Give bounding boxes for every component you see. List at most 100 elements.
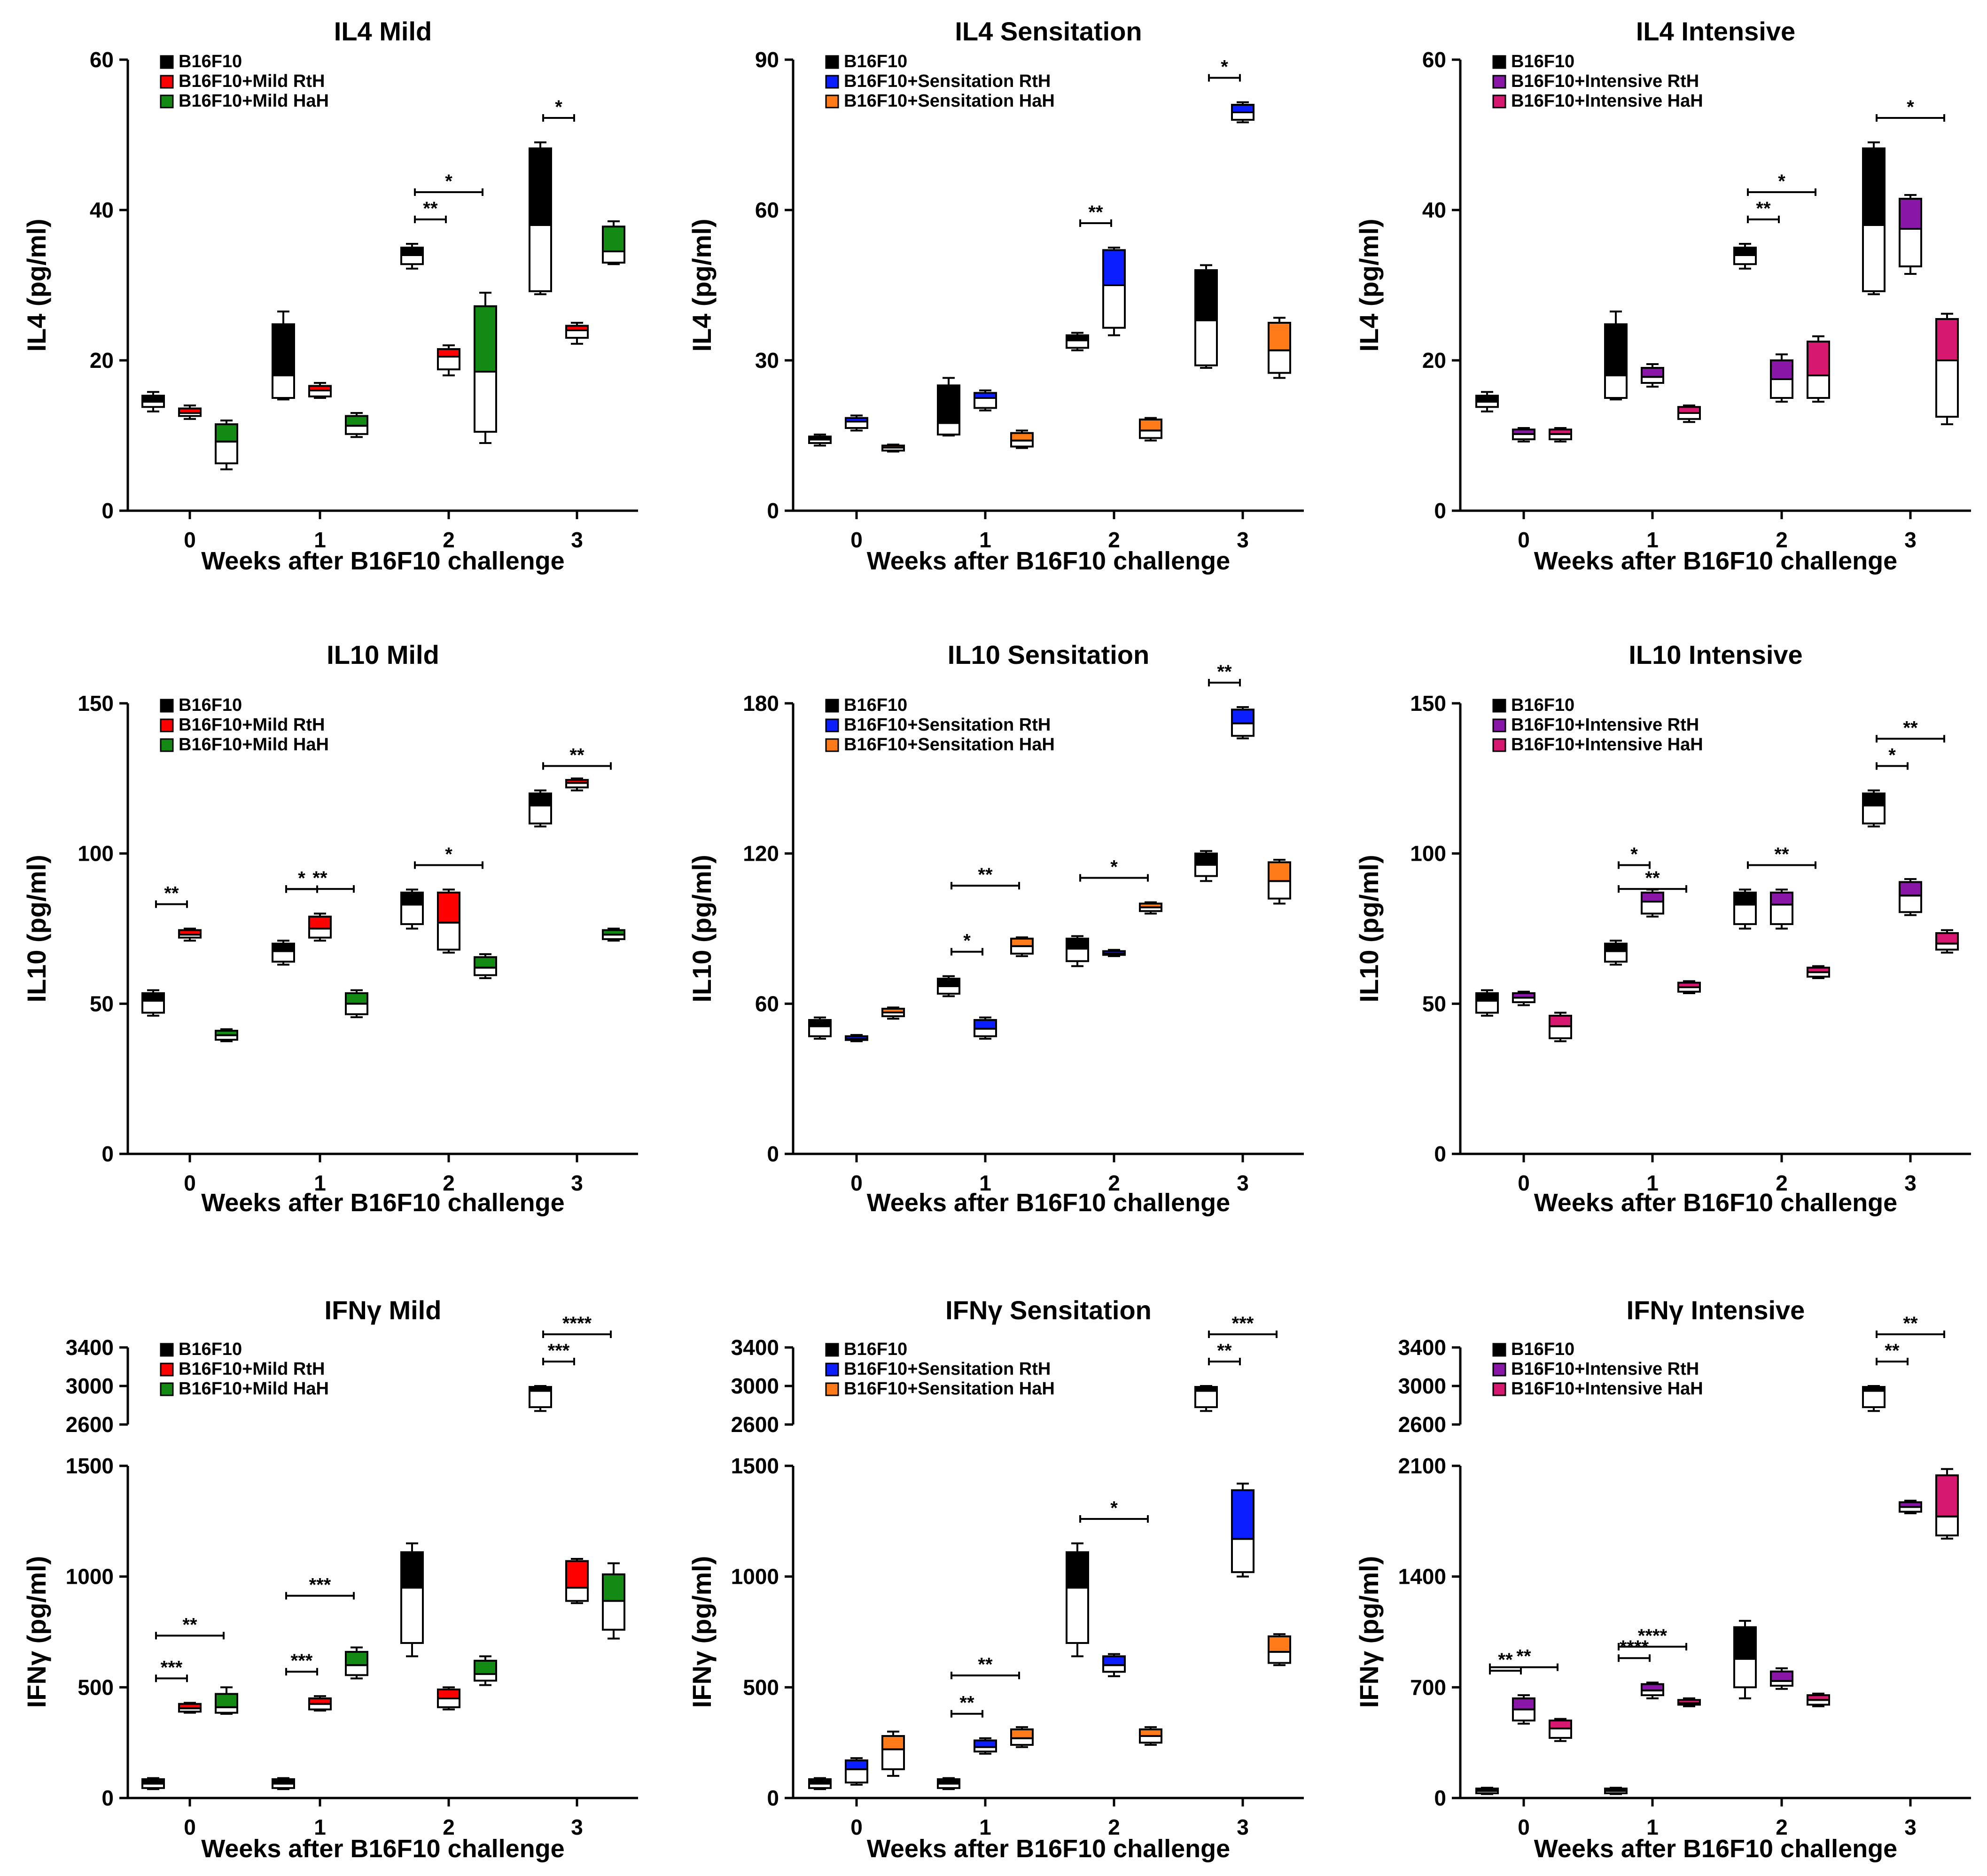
box-upper-half bbox=[308, 1697, 332, 1705]
box-upper-half bbox=[1677, 1699, 1701, 1704]
box-plot bbox=[1102, 247, 1126, 336]
box-upper-half bbox=[1770, 891, 1793, 906]
box-lower-half bbox=[1066, 948, 1089, 962]
legend-swatch bbox=[825, 1343, 839, 1357]
significance-label: * bbox=[1888, 745, 1896, 765]
significance-label: *** bbox=[548, 1340, 570, 1361]
significance-label: * bbox=[1110, 857, 1118, 878]
box-lower-half bbox=[1010, 1737, 1034, 1746]
x-tick-label: 0 bbox=[850, 1171, 863, 1195]
box-upper-half bbox=[1475, 395, 1499, 403]
legend-swatch bbox=[1492, 94, 1506, 109]
box-lower-half bbox=[602, 1600, 625, 1631]
box-upper-half bbox=[1102, 249, 1126, 286]
box-upper-half bbox=[1231, 104, 1255, 113]
significance-label: * bbox=[555, 97, 562, 117]
box-upper-half bbox=[1066, 1551, 1089, 1589]
box-lower-half bbox=[1194, 1390, 1218, 1409]
y-tick-label: 0 bbox=[1434, 1786, 1446, 1810]
y-tick-label: 0 bbox=[767, 1142, 779, 1166]
box-lower-half bbox=[529, 1390, 552, 1409]
box-lower-half bbox=[345, 425, 368, 435]
box-lower-half bbox=[1935, 1515, 1959, 1537]
box-upper-half bbox=[1641, 367, 1664, 378]
legend-label: B16F10+Sensitation RtH bbox=[844, 715, 1051, 735]
box-plot bbox=[1899, 1500, 1922, 1514]
y-tick-label: 1500 bbox=[731, 1454, 779, 1478]
box-plot bbox=[1010, 1726, 1034, 1748]
box-upper-half bbox=[1512, 992, 1535, 999]
box-upper-half bbox=[881, 1735, 905, 1751]
box-plot bbox=[1139, 901, 1162, 915]
x-axis-label: Weeks after B16F10 challenge bbox=[1534, 547, 1897, 575]
box-plot bbox=[1549, 1718, 1572, 1742]
box-plot bbox=[937, 975, 960, 997]
box-lower-half bbox=[974, 1028, 997, 1037]
significance-label: ** bbox=[1088, 202, 1103, 223]
box-upper-half bbox=[881, 444, 905, 449]
box-plot bbox=[1604, 940, 1628, 966]
x-tick-label: 2 bbox=[1108, 1171, 1120, 1195]
box-upper-half bbox=[1935, 932, 1959, 945]
box-plot bbox=[845, 414, 868, 432]
legend-swatch bbox=[1492, 55, 1506, 69]
box-plot bbox=[1475, 989, 1499, 1017]
box-lower-half bbox=[881, 1748, 905, 1770]
box-upper-half bbox=[1475, 1787, 1499, 1792]
box-upper-half bbox=[808, 436, 832, 441]
legend-label: B16F10 bbox=[179, 1339, 242, 1359]
legend-label: B16F10 bbox=[179, 695, 242, 715]
box-plot bbox=[178, 1702, 202, 1714]
box-upper-half bbox=[308, 385, 332, 392]
box-lower-half bbox=[1231, 1538, 1255, 1573]
y-axis-label: IL10 (pg/ml) bbox=[22, 855, 51, 1002]
box-lower-half bbox=[1268, 1650, 1291, 1664]
legend-label: B16F10 bbox=[844, 1339, 907, 1359]
significance-label: ** bbox=[1217, 662, 1232, 682]
box-lower-half bbox=[1770, 378, 1793, 399]
legend-swatch bbox=[160, 718, 174, 732]
box-lower-half bbox=[1102, 284, 1126, 329]
box-plot bbox=[1512, 1694, 1535, 1725]
box-plot bbox=[1066, 332, 1089, 351]
box-upper-half bbox=[215, 423, 238, 443]
box-plot bbox=[437, 888, 460, 954]
box-upper-half bbox=[1194, 269, 1218, 321]
x-tick-label: 2 bbox=[1776, 1815, 1788, 1839]
x-axis-label: Weeks after B16F10 challenge bbox=[201, 1189, 564, 1217]
chart-title: IL4 Intensive bbox=[1636, 16, 1795, 46]
box-upper-half bbox=[1770, 1670, 1793, 1682]
legend-label: B16F10+Sensitation HaH bbox=[844, 735, 1055, 755]
box-plot bbox=[400, 243, 424, 270]
box-plot bbox=[881, 1730, 905, 1777]
box-plot bbox=[1935, 1468, 1959, 1540]
box-upper-half bbox=[845, 417, 868, 423]
box-upper-half bbox=[1549, 1720, 1572, 1729]
y-tick-label-upper: 3000 bbox=[1398, 1374, 1446, 1398]
box-lower-half bbox=[974, 397, 997, 409]
legend-swatch bbox=[825, 75, 839, 89]
legend-label: B16F10+Sensitation HaH bbox=[844, 1379, 1055, 1399]
box-upper-half bbox=[1677, 406, 1701, 414]
box-plot bbox=[602, 927, 625, 942]
box-upper-half bbox=[1512, 1697, 1535, 1711]
x-tick-label: 3 bbox=[571, 528, 583, 552]
box-plot bbox=[1770, 353, 1793, 403]
box-plot bbox=[1231, 1482, 1255, 1578]
box-upper-half bbox=[1102, 1655, 1126, 1666]
y-tick-label: 500 bbox=[743, 1675, 779, 1699]
box-plot bbox=[345, 989, 368, 1019]
y-tick-label-upper: 3000 bbox=[731, 1374, 779, 1398]
chart-title: IFNγ Mild bbox=[325, 1295, 442, 1325]
box-upper-half bbox=[1512, 428, 1535, 435]
box-plot bbox=[1899, 194, 1922, 275]
box-plot bbox=[1733, 1619, 1757, 1699]
significance-label: ** bbox=[1885, 1340, 1900, 1361]
box-plot bbox=[1770, 1667, 1793, 1690]
legend-swatch bbox=[160, 55, 174, 69]
box-lower-half bbox=[1066, 339, 1089, 349]
significance-label: ** bbox=[1645, 868, 1660, 888]
legend-swatch bbox=[825, 738, 839, 752]
box-upper-half bbox=[141, 992, 165, 1002]
box-upper-half bbox=[345, 1650, 368, 1666]
